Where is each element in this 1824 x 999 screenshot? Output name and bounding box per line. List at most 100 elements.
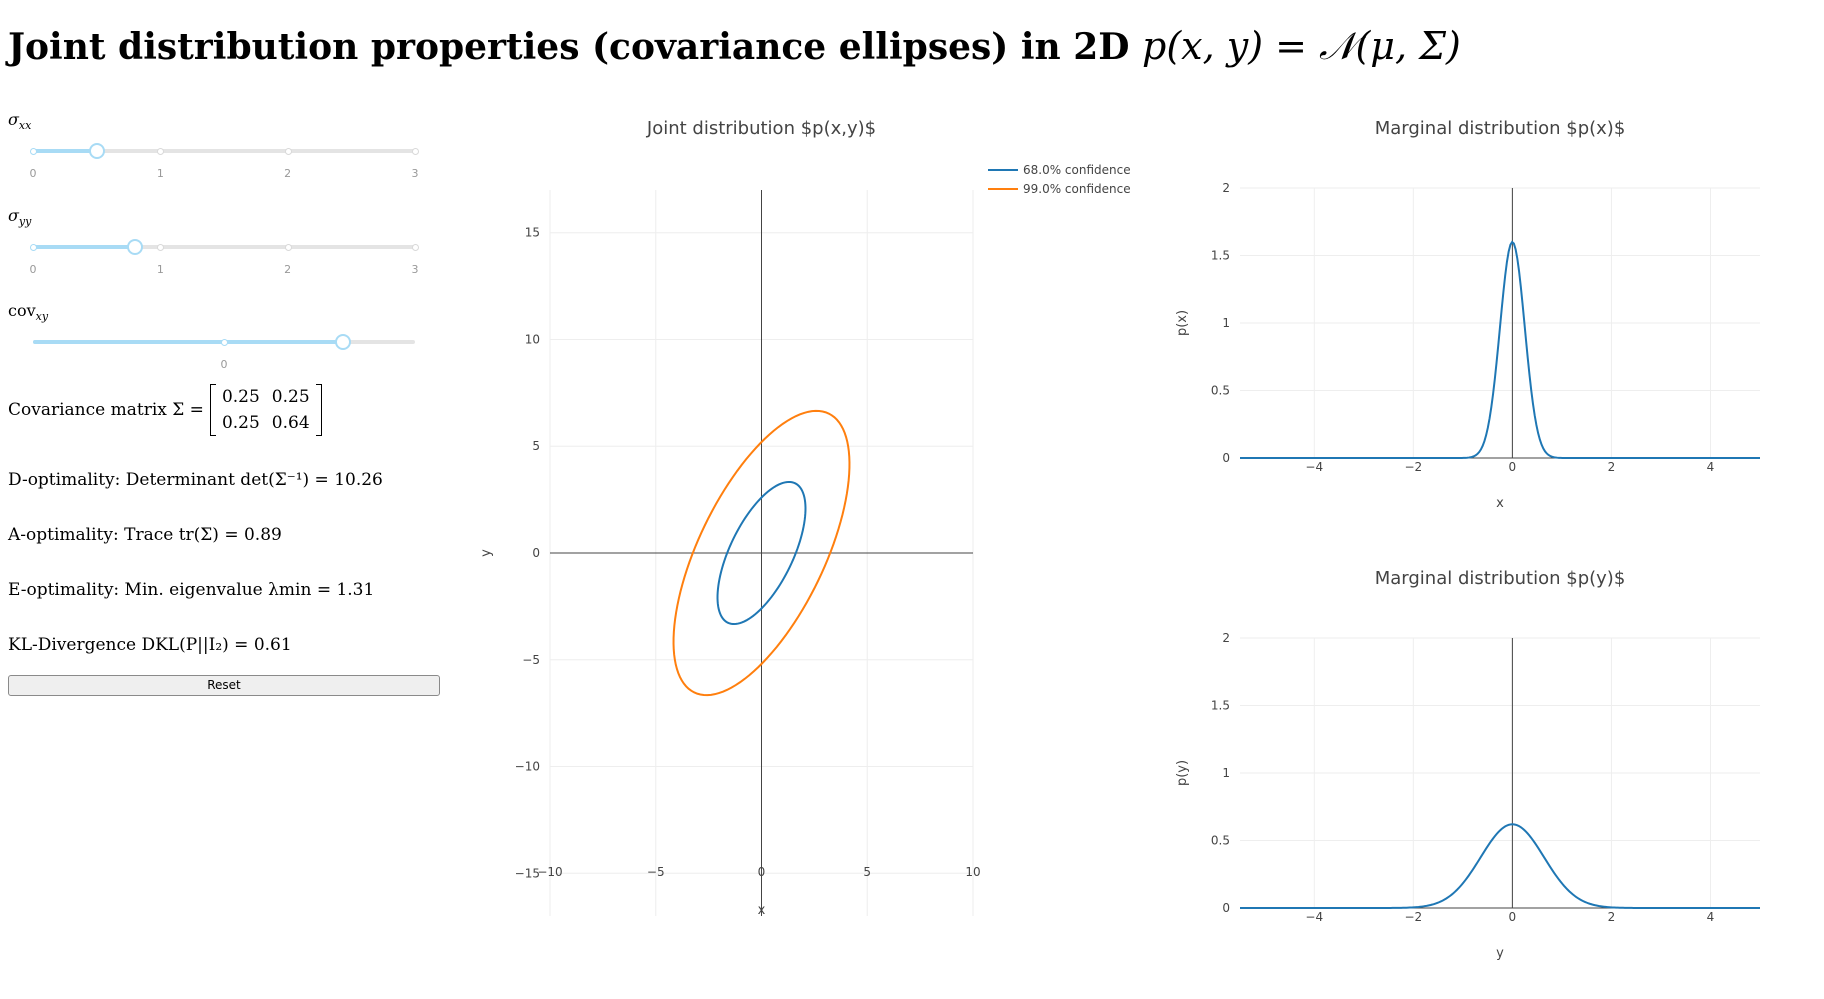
page-title-math: p(x, y) = 𝒩(μ, Σ) <box>1142 24 1461 68</box>
x-tick-label: 4 <box>1707 460 1715 474</box>
slider-tick-dot <box>412 148 419 155</box>
slider-tick-dot <box>284 244 292 251</box>
y-tick-label: 1 <box>1222 766 1230 780</box>
x-tick-label: −2 <box>1404 460 1422 474</box>
slider-tick-dot <box>157 244 165 251</box>
x-tick-label: −5 <box>647 865 665 879</box>
legend-label: 68.0% confidence <box>1023 163 1131 177</box>
legend-label: 99.0% confidence <box>1023 182 1131 196</box>
confidence-ellipse-99 <box>672 409 851 697</box>
y-tick-label: 15 <box>525 226 540 240</box>
y-tick-label: 1 <box>1222 316 1230 330</box>
x-tick-label: −4 <box>1305 460 1323 474</box>
matrix-cell: 0.25 <box>221 413 260 433</box>
slider-tick-label: 1 <box>156 167 164 180</box>
page-title: Joint distribution properties (covarianc… <box>8 18 1461 75</box>
density-curve <box>1240 823 1760 909</box>
chart-title: Marginal distribution $p(y)$ <box>1375 568 1626 589</box>
kl-divergence-text: KL-Divergence DKL(P||I₂) = 0.61 <box>8 635 292 655</box>
covariance-label: Covariance matrix Σ = <box>8 400 204 420</box>
slider-tick-dot <box>157 148 165 155</box>
confidence-ellipse-68 <box>716 480 807 626</box>
reset-button[interactable]: Reset <box>8 675 440 696</box>
cov-xy-label-main: cov <box>8 301 36 320</box>
slider-tick-dot <box>412 244 419 251</box>
slider-handle[interactable] <box>126 239 143 255</box>
a-optimality-text: A-optimality: Trace tr(Σ) = 0.89 <box>8 525 282 545</box>
y-axis-label: p(x) <box>1175 310 1190 336</box>
x-tick-label: 0 <box>758 865 766 879</box>
y-tick-label: 2 <box>1222 631 1230 645</box>
x-axis-label: x <box>1496 496 1504 511</box>
sigma-yy-slider[interactable]: 0 1 2 3 <box>30 236 419 276</box>
x-axis-label: x <box>758 903 766 918</box>
covariance-matrix: 0.25 0.25 0.25 0.64 <box>209 384 322 436</box>
x-tick-label: 0 <box>1509 460 1517 474</box>
y-tick-label: 0.5 <box>1211 384 1230 398</box>
y-axis-label: p(y) <box>1175 760 1190 786</box>
e-optimality-text: E-optimality: Min. eigenvalue λmin = 1.3… <box>8 580 375 600</box>
sigma-xx-label-sub: xx <box>18 119 32 133</box>
y-tick-label: 1.5 <box>1211 699 1230 713</box>
y-tick-label: 1.5 <box>1211 249 1230 263</box>
y-tick-label: −15 <box>515 866 540 880</box>
y-tick-label: −10 <box>515 760 540 774</box>
cov-xy-label-sub: xy <box>35 310 49 324</box>
y-tick-label: −5 <box>522 653 540 667</box>
covariance-matrix-row: Covariance matrix Σ = 0.25 0.25 0.25 0.6… <box>8 384 322 436</box>
y-tick-label: 10 <box>525 332 540 346</box>
slider-tick-label: 0 <box>220 358 228 371</box>
sigma-yy-label: σyy <box>8 206 31 228</box>
chart-title: Joint distribution $p(x,y)$ <box>646 118 876 139</box>
matrix-cell: 0.25 <box>221 387 260 407</box>
chart-title: Marginal distribution $p(x)$ <box>1375 118 1626 139</box>
x-tick-label: 0 <box>1509 910 1517 924</box>
slider-tick-label: 3 <box>411 167 419 180</box>
slider-tick-dot <box>284 148 292 155</box>
y-tick-label: 0 <box>1222 901 1230 915</box>
slider-rail[interactable] <box>33 149 415 153</box>
x-tick-label: 2 <box>1608 910 1616 924</box>
y-tick-label: 0 <box>532 546 540 560</box>
marginal-px-chart: −4 −2 0 2 4 0 0.5 1 1.5 2 Marginal distribution $p… <box>1175 118 1760 511</box>
x-tick-label: −10 <box>537 865 562 879</box>
slider-tick-dot <box>30 244 37 251</box>
cov-xy-slider[interactable]: 0 <box>33 331 415 371</box>
density-curve <box>1240 240 1760 459</box>
sigma-xx-slider[interactable]: 0 1 2 3 <box>30 140 419 180</box>
sigma-yy-label-sub: yy <box>18 215 32 229</box>
slider-handle[interactable] <box>335 334 352 350</box>
sigma-yy-label-main: σ <box>8 206 19 225</box>
x-tick-label: 10 <box>965 865 980 879</box>
x-tick-label: 2 <box>1608 460 1616 474</box>
y-tick-label: 2 <box>1222 181 1230 195</box>
slider-fill <box>33 340 344 344</box>
x-tick-label: 4 <box>1707 910 1715 924</box>
x-tick-label: −4 <box>1305 910 1323 924</box>
page-title-text: Joint distribution properties (covarianc… <box>8 26 1130 68</box>
slider-rail[interactable] <box>33 245 415 249</box>
matrix-cell: 0.25 <box>271 387 310 407</box>
matrix-cell: 0.64 <box>271 413 310 433</box>
x-tick-label: −2 <box>1404 910 1422 924</box>
y-tick-label: 5 <box>532 439 540 453</box>
d-optimality-text: D-optimality: Determinant det(Σ⁻¹) = 10.… <box>8 470 383 490</box>
slider-tick-label: 3 <box>411 263 419 276</box>
slider-tick-label: 0 <box>29 167 37 180</box>
y-tick-label: 0.5 <box>1211 834 1230 848</box>
slider-tick-label: 2 <box>284 167 292 180</box>
sigma-xx-label-main: σ <box>8 110 19 129</box>
slider-tick-dot <box>30 148 37 155</box>
marginal-py-chart: −4 −2 0 2 4 0 0.5 1 1.5 2 Marginal distribution $p… <box>1175 568 1760 961</box>
slider-tick-dot <box>221 339 228 346</box>
slider-handle[interactable] <box>88 143 105 159</box>
y-axis-label: y <box>479 549 494 557</box>
x-axis-label: y <box>1496 946 1504 961</box>
sigma-xx-label: σxx <box>8 110 31 132</box>
cov-xy-label: covxy <box>8 301 48 323</box>
slider-tick-label: 0 <box>29 263 37 276</box>
slider-tick-label: 1 <box>156 263 164 276</box>
slider-fill <box>33 149 97 153</box>
slider-tick-label: 2 <box>284 263 292 276</box>
